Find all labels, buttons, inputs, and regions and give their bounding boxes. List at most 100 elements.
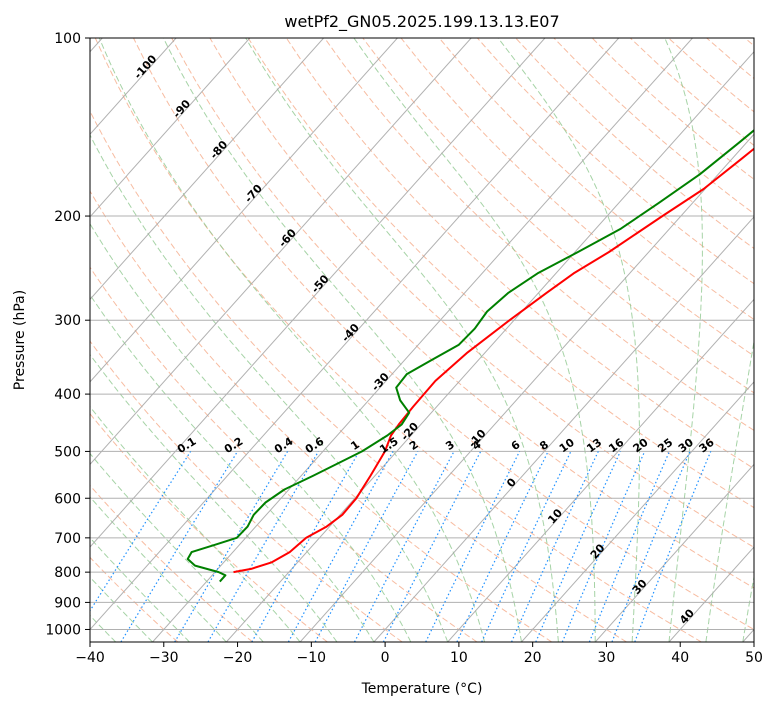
isotherm-label: 0 xyxy=(504,475,519,490)
isotherm-line xyxy=(521,381,754,642)
isotherm-line xyxy=(90,38,620,631)
dry-adiabat-line xyxy=(209,38,754,548)
moist-adiabat-line xyxy=(90,576,153,642)
mixing-ratio-line xyxy=(511,451,599,642)
mixing-ratio-line xyxy=(314,451,419,642)
x-tick-label: −30 xyxy=(149,650,179,666)
moist-adiabat-line xyxy=(90,537,190,642)
mixing-ratio-label: 6 xyxy=(509,438,523,453)
mixing-ratio-line xyxy=(535,451,621,642)
isotherm-line xyxy=(594,463,754,642)
y-tick-label: 700 xyxy=(54,531,81,547)
mixing-ratio-line xyxy=(353,451,455,642)
isotherm-label: 10 xyxy=(545,506,565,526)
mixing-ratio-label: 1.5 xyxy=(377,435,400,457)
isotherm-line xyxy=(447,298,754,642)
y-tick-label: 100 xyxy=(54,31,81,47)
isotherm-label: -30 xyxy=(369,370,392,394)
mixing-ratio-label: 16 xyxy=(606,436,626,456)
y-tick-label: 400 xyxy=(54,387,81,403)
mixing-ratio-line xyxy=(174,451,289,642)
x-tick-label: 50 xyxy=(745,650,763,666)
x-tick-label: 0 xyxy=(381,650,390,666)
mixing-ratio-line xyxy=(287,451,394,642)
mixing-ratio-line xyxy=(207,451,320,642)
isotherm-label: -60 xyxy=(276,226,299,250)
x-tick-label: 40 xyxy=(671,650,689,666)
y-tick-label: 500 xyxy=(54,444,81,460)
isotherm-line xyxy=(373,216,754,642)
x-tick-label: −40 xyxy=(75,650,105,666)
isotherm-label: -70 xyxy=(242,182,265,206)
mixing-ratio-label: 25 xyxy=(655,436,675,456)
dry-adiabat-line xyxy=(90,266,478,642)
mixing-ratio-line xyxy=(382,451,482,642)
isotherm-line xyxy=(90,38,325,301)
dry-adiabat-line xyxy=(362,38,754,394)
moist-adiabat-line xyxy=(705,338,754,642)
mixing-ratio-label: 0.4 xyxy=(272,435,296,457)
background-lines-layer xyxy=(90,38,754,642)
mixing-ratio-line xyxy=(120,451,239,642)
moist-adiabat-line xyxy=(90,405,301,642)
moist-adiabat-line xyxy=(90,222,412,642)
chart-title: wetPf2_GN05.2025.199.13.13.E07 xyxy=(284,12,559,32)
mixing-ratio-label: 2 xyxy=(407,438,421,453)
y-tick-label: 900 xyxy=(54,595,81,611)
dry-adiabat-line xyxy=(133,38,754,631)
plot-frame xyxy=(89,37,755,643)
isotherm-label: 40 xyxy=(677,606,697,626)
dry-adiabat-line xyxy=(591,38,754,180)
mixing-ratio-label: 1 xyxy=(348,438,362,453)
mixing-ratio-line xyxy=(425,451,521,642)
mixing-ratio-label: 36 xyxy=(697,436,717,456)
dry-adiabat-line xyxy=(90,110,627,642)
dry-adiabat-line xyxy=(90,190,553,642)
moist-adiabat-line xyxy=(90,133,449,642)
isotherm-label: -90 xyxy=(170,97,193,121)
dry-adiabat-line xyxy=(94,38,702,642)
y-tick-label: 1000 xyxy=(45,622,81,638)
dry-adiabat-line xyxy=(247,38,754,509)
axes-layer: −40 −30 −20 −10 0 10 20 30 40 5010020030040050060… xyxy=(45,31,763,666)
moist-adiabat-line xyxy=(664,38,703,642)
moist-adiabat-line xyxy=(742,574,754,642)
moist-adiabat-line xyxy=(497,38,640,642)
y-tick-label: 800 xyxy=(54,565,81,581)
mixing-ratio-label: 0.1 xyxy=(175,435,198,456)
isotherm-line xyxy=(90,38,546,548)
dry-adiabat-line xyxy=(285,38,754,470)
dry-adiabat-line xyxy=(629,38,754,147)
mixing-ratio-label: 13 xyxy=(584,436,604,455)
moist-adiabat-line xyxy=(162,38,522,642)
dry-adiabat-line xyxy=(515,38,754,250)
y-tick-label: 600 xyxy=(54,491,81,507)
mixing-ratio-line xyxy=(611,451,691,642)
mixing-ratio-line xyxy=(561,451,646,642)
isotherm-label: -100 xyxy=(131,52,159,81)
dry-adiabat-line xyxy=(171,38,754,589)
isotherm-line xyxy=(742,628,754,642)
mixing-ratio-line xyxy=(588,451,670,642)
isotherm-label: -40 xyxy=(339,321,362,345)
dry-adiabat-line xyxy=(324,38,754,431)
temperature-profile-line xyxy=(233,147,754,574)
mixing-ratio-label: 0.6 xyxy=(303,435,327,457)
dry-adiabat-line xyxy=(477,38,754,285)
mixing-ratio-line xyxy=(251,451,360,642)
moist-adiabat-line xyxy=(353,38,596,642)
isotherm-line xyxy=(225,51,754,642)
mixing-ratio-line xyxy=(456,451,549,642)
isotherm-line xyxy=(299,133,754,642)
y-axis-label: Pressure (hPa) xyxy=(12,290,28,390)
x-tick-label: 10 xyxy=(450,650,468,666)
mixing-ratio-line xyxy=(634,451,712,642)
isotherm-label: -80 xyxy=(207,138,230,162)
isotherm-label: -50 xyxy=(309,272,332,296)
moist-adiabat-line xyxy=(98,38,486,642)
isotherm-label: 20 xyxy=(588,541,608,561)
dry-adiabat-line xyxy=(438,38,754,321)
isotherm-line xyxy=(90,38,472,466)
dry-adiabat-line xyxy=(90,412,328,642)
